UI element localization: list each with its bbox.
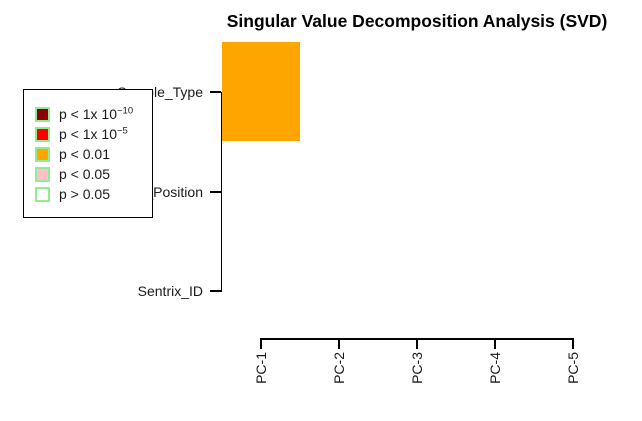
x-axis-label-pc2: PC-2 <box>331 352 347 384</box>
y-axis-tick-sample-type <box>210 91 221 93</box>
legend-item-label: p < 0.05 <box>59 166 110 182</box>
legend-item-label: p < 0.01 <box>59 146 110 162</box>
legend-item: p > 0.05 <box>24 184 152 204</box>
x-axis-label-pc1: PC-1 <box>253 352 269 384</box>
x-axis-label-pc5: PC-5 <box>565 352 581 384</box>
x-axis-label-pc3: PC-3 <box>409 352 425 384</box>
legend-item-label: p < 1x 10−10 <box>59 105 134 122</box>
x-axis-label-pc4: PC-4 <box>487 352 503 384</box>
plot-title: Singular Value Decomposition Analysis (S… <box>226 11 608 31</box>
legend-swatch-pink <box>35 166 50 182</box>
legend-swatch-white <box>35 186 50 202</box>
y-axis-tick-sentrix-id <box>210 290 221 292</box>
legend-item: p < 0.01 <box>24 144 152 164</box>
y-axis-line <box>220 91 222 292</box>
x-axis-tick-pc2 <box>338 338 340 349</box>
heatmap-cell-pc1-sample-type <box>222 42 300 141</box>
legend-item: p < 1x 10−5 <box>24 124 152 144</box>
legend-swatch-dark-red <box>35 106 50 122</box>
pvalue-legend-box: p < 1x 10−10 p < 1x 10−5 p < 0.01 p < 0.… <box>23 89 153 218</box>
y-axis-tick-sentrix-position <box>210 191 221 193</box>
x-axis-tick-pc5 <box>572 338 574 349</box>
y-axis-label-sentrix-id: Sentrix_ID <box>137 283 203 299</box>
legend-item: p < 1x 10−10 <box>24 104 152 124</box>
legend-swatch-red <box>35 126 50 142</box>
x-axis-tick-pc4 <box>494 338 496 349</box>
legend-item-label: p < 1x 10−5 <box>59 125 128 142</box>
legend-item-label: p > 0.05 <box>59 186 110 202</box>
legend-item: p < 0.05 <box>24 164 152 184</box>
legend-swatch-orange <box>35 146 50 162</box>
x-axis-tick-pc1 <box>260 338 262 349</box>
x-axis-tick-pc3 <box>416 338 418 349</box>
